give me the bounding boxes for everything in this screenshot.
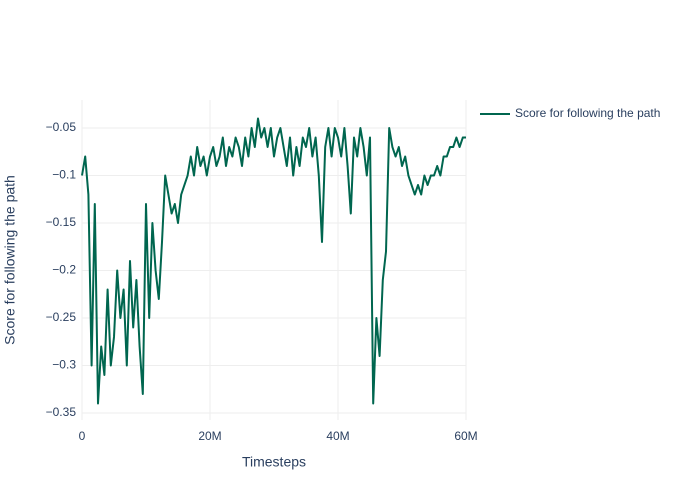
y-tick-label: −0.35: [46, 405, 77, 419]
x-tick-label: 20M: [198, 429, 221, 443]
y-tick-label: −0.15: [46, 215, 77, 229]
y-tick-label: −0.3: [52, 358, 76, 372]
line: [81, 117, 466, 405]
y-tick-label: −0.2: [52, 263, 76, 277]
x-tick-label: 60M: [454, 429, 477, 443]
x-tick-label: 40M: [326, 429, 349, 443]
y-tick-label: −0.05: [46, 120, 77, 134]
y-tick-label: −0.25: [46, 310, 77, 324]
legend-label: Score for following the path: [515, 106, 660, 120]
x-tick-label: 0: [79, 429, 86, 443]
y-tick-label: −0.1: [52, 168, 76, 182]
x-axis-title: Timesteps: [242, 454, 306, 470]
y-axis-title: Score for following the path: [2, 175, 18, 345]
